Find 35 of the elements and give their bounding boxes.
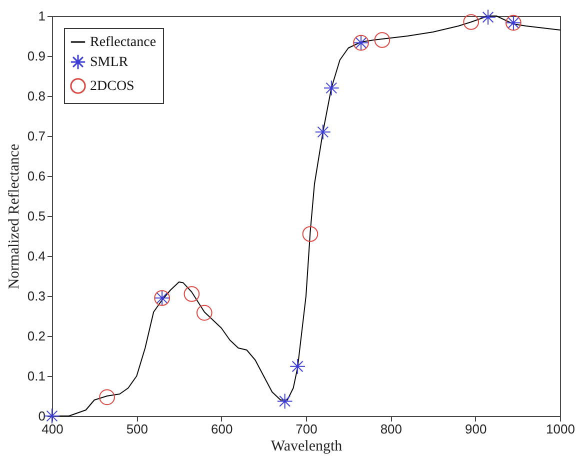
point bbox=[196, 304, 212, 321]
point bbox=[480, 9, 496, 26]
y-axis-title: Normalized Reflectance bbox=[6, 143, 22, 290]
point bbox=[44, 408, 60, 424]
y-tick-label: 1 bbox=[38, 8, 46, 24]
x-tick-label: 600 bbox=[210, 422, 233, 436]
y-tick-label: 0.6 bbox=[27, 168, 46, 184]
x-axis-title: Wavelength bbox=[270, 438, 343, 454]
x-tick-label: 900 bbox=[464, 422, 487, 436]
y-tick-label: 0.7 bbox=[27, 128, 46, 144]
point bbox=[276, 393, 293, 410]
legend-label: SMLR bbox=[90, 55, 129, 70]
x-tick-label: 700 bbox=[296, 422, 318, 436]
y-tick-label: 0.4 bbox=[27, 248, 46, 264]
x-tick-label: 500 bbox=[126, 422, 148, 436]
x-tick-label: 800 bbox=[380, 422, 402, 436]
point bbox=[99, 389, 115, 406]
y-tick-label: 0.1 bbox=[27, 368, 46, 384]
x-tick-label: 400 bbox=[42, 422, 64, 436]
point bbox=[184, 286, 200, 302]
y-tick-label: 0.9 bbox=[27, 48, 46, 64]
point bbox=[463, 14, 480, 30]
point bbox=[302, 226, 318, 242]
point bbox=[323, 80, 340, 96]
point bbox=[315, 124, 331, 140]
legend-label: Reflectance bbox=[90, 35, 156, 50]
point bbox=[290, 358, 306, 374]
y-tick-label: 0.5 bbox=[27, 208, 46, 224]
y-tick-label: 0.8 bbox=[27, 88, 46, 104]
x-tick-label: 1000 bbox=[546, 422, 575, 436]
y-tick-label: 0.2 bbox=[27, 328, 46, 344]
y-tick-label: 0.3 bbox=[27, 288, 46, 304]
y-tick-label: 0 bbox=[38, 408, 46, 424]
point bbox=[374, 32, 390, 48]
legend-label: 2DCOS bbox=[90, 79, 134, 94]
